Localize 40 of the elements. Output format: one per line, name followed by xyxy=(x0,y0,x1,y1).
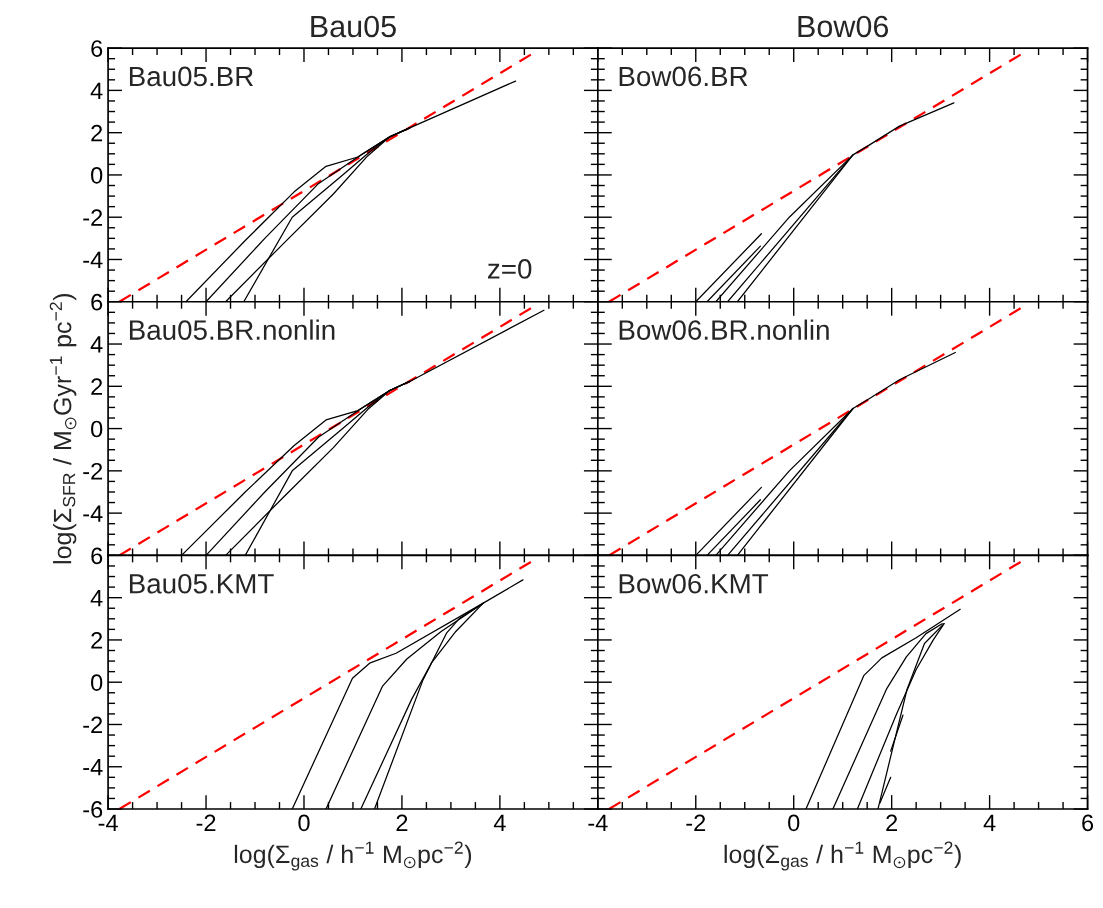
annotation: Bau05.KMT xyxy=(129,573,274,594)
annotation: Bau05.BR.nonlin xyxy=(129,319,335,340)
y-tick-label: 2 xyxy=(91,378,103,395)
x-tick-label: -4 xyxy=(588,814,608,831)
annotation: Bau05.BR xyxy=(129,66,254,87)
x-tick-label: 2 xyxy=(886,814,898,831)
y-tick-label: 4 xyxy=(90,589,103,607)
annotation: Bow06.BR.nonlin xyxy=(619,319,829,340)
chart-title: Bau05 xyxy=(311,15,396,38)
x-tick-label: 6 xyxy=(1082,814,1094,832)
annotation: Bow06.BR xyxy=(619,66,748,87)
x-tick-label: 0 xyxy=(788,814,800,832)
y-tick-label: -2 xyxy=(83,462,103,480)
annotation: Bow06.KMT xyxy=(619,573,769,594)
x-tick-label: -2 xyxy=(686,814,706,831)
y-tick-label: 2 xyxy=(91,632,103,649)
y-tick-label: 6 xyxy=(91,547,103,565)
y-tick-label: -4 xyxy=(83,505,103,522)
y-tick-label: 0 xyxy=(91,420,103,438)
y-tick-label: 0 xyxy=(91,167,103,184)
y-tick-label: -2 xyxy=(83,716,103,734)
y-tick-label: 6 xyxy=(91,293,103,311)
x-tick-label: 4 xyxy=(983,814,996,831)
y-tick-label: 4 xyxy=(90,336,103,353)
y-tick-label: 0 xyxy=(91,674,103,691)
x-tick-label: -2 xyxy=(196,814,216,831)
text: log(Σ$_{gas}$ / h$^{−1}$ M$_{⊙}$pc$^{−2}$) xyxy=(234,841,472,871)
y-tick-label: 6 xyxy=(91,40,103,57)
y-tick-label: 4 xyxy=(90,82,103,99)
x-tick-label: 2 xyxy=(396,814,408,831)
y-tick-label: -4 xyxy=(83,759,103,776)
annotation: z=0 xyxy=(488,259,532,279)
x-tick-label: 0 xyxy=(298,814,310,832)
y-tick-label: -2 xyxy=(83,209,103,226)
chart-title: Bow06 xyxy=(798,15,889,38)
text: log(Σ$_{gas}$ / h$^{−1}$ M$_{⊙}$pc$^{−2}$) xyxy=(724,841,961,871)
text: log(Σ$_{SFR}$ / M$_{⊙}$Gyr$^{−1}$ pc$^{−2}$) xyxy=(49,293,77,564)
y-tick-label: -4 xyxy=(83,251,103,269)
y-tick-label: 2 xyxy=(91,124,103,142)
x-tick-label: 4 xyxy=(493,814,506,831)
